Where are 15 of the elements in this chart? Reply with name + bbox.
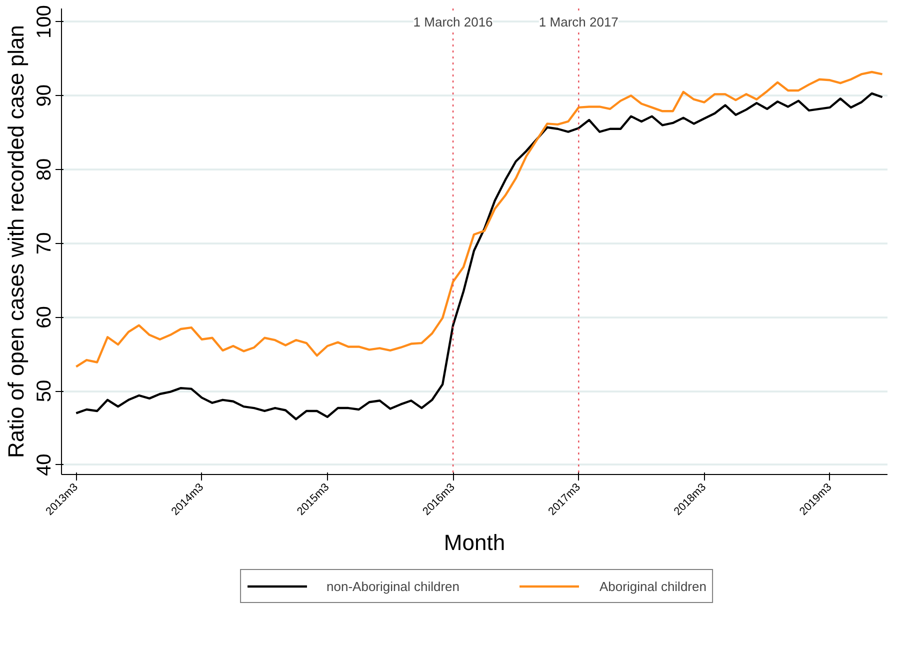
legend-label: non-Aboriginal children [326, 578, 460, 594]
y-tick-label: 100 [34, 5, 56, 38]
y-tick-label: 80 [34, 158, 56, 181]
y-tick-label: 60 [34, 306, 56, 328]
y-tick-label: 50 [34, 380, 56, 402]
y-axis-title: Ratio of open cases with recorded case plan [4, 25, 28, 458]
ref-line-label: 1 March 2016 [413, 14, 493, 30]
line-series [75, 92, 884, 420]
line-series [75, 70, 884, 368]
legend-label: Aboriginal children [600, 578, 706, 594]
x-axis-title: Month [444, 530, 506, 556]
y-tick-label: 70 [34, 232, 56, 254]
y-tick-label: 90 [34, 84, 56, 107]
ref-line-label: 1 March 2017 [538, 14, 618, 30]
y-tick-label: 40 [34, 454, 56, 476]
